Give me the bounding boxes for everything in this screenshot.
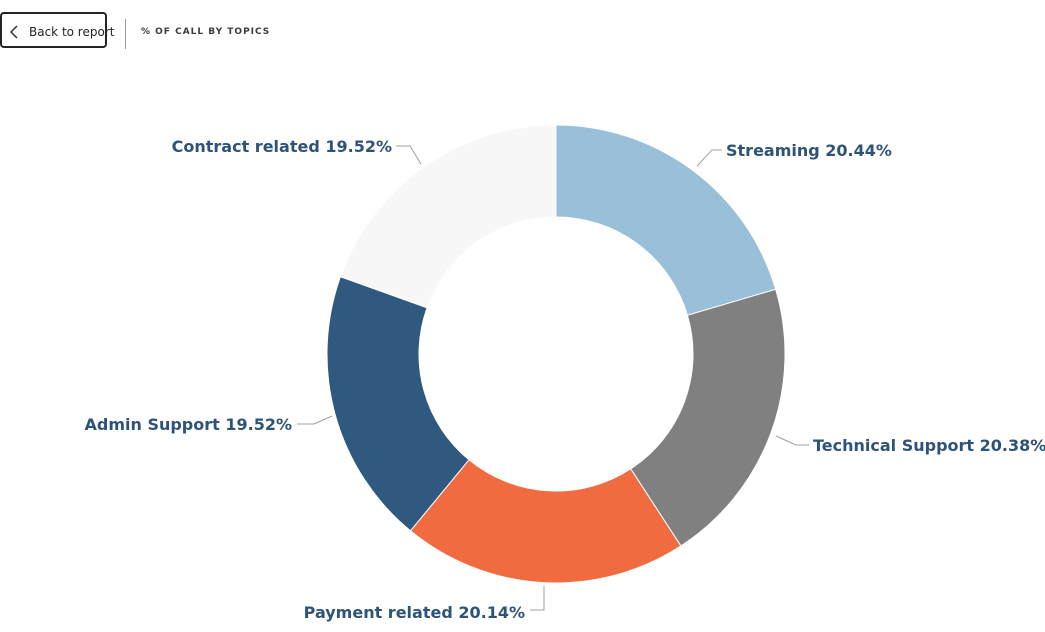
slice-label-admin-support: Admin Support 19.52% [84, 415, 292, 434]
leader-line-payment-related [530, 586, 545, 611]
slice-label-technical-support: Technical Support 20.38% [813, 436, 1045, 455]
slice-technical-support[interactable] [630, 288, 786, 547]
slice-labels: Streaming 20.44% Technical Support 20.38%… [84, 137, 1045, 622]
leader-line-admin-support [297, 415, 333, 425]
leader-line-technical-support [775, 435, 809, 446]
chevron-left-icon [10, 25, 18, 39]
header-divider [125, 19, 126, 49]
slice-label-streaming: Streaming 20.44% [726, 141, 892, 160]
slice-admin-support[interactable] [326, 276, 470, 532]
leader-line-streaming [696, 149, 722, 167]
back-to-report-button[interactable]: Back to report [0, 12, 114, 48]
slice-contract-related[interactable] [339, 124, 557, 309]
leader-line-contract-related [396, 145, 422, 165]
slice-label-contract-related: Contract related 19.52% [172, 137, 392, 156]
back-to-report-label: Back to report [29, 25, 115, 39]
leader-lines [297, 145, 809, 611]
page-title: % OF CALL BY TOPICS [141, 27, 271, 37]
donut-slices [326, 124, 786, 584]
slice-streaming[interactable] [555, 124, 777, 316]
slice-label-payment-related: Payment related 20.14% [304, 603, 525, 622]
slice-payment-related[interactable] [409, 459, 682, 584]
